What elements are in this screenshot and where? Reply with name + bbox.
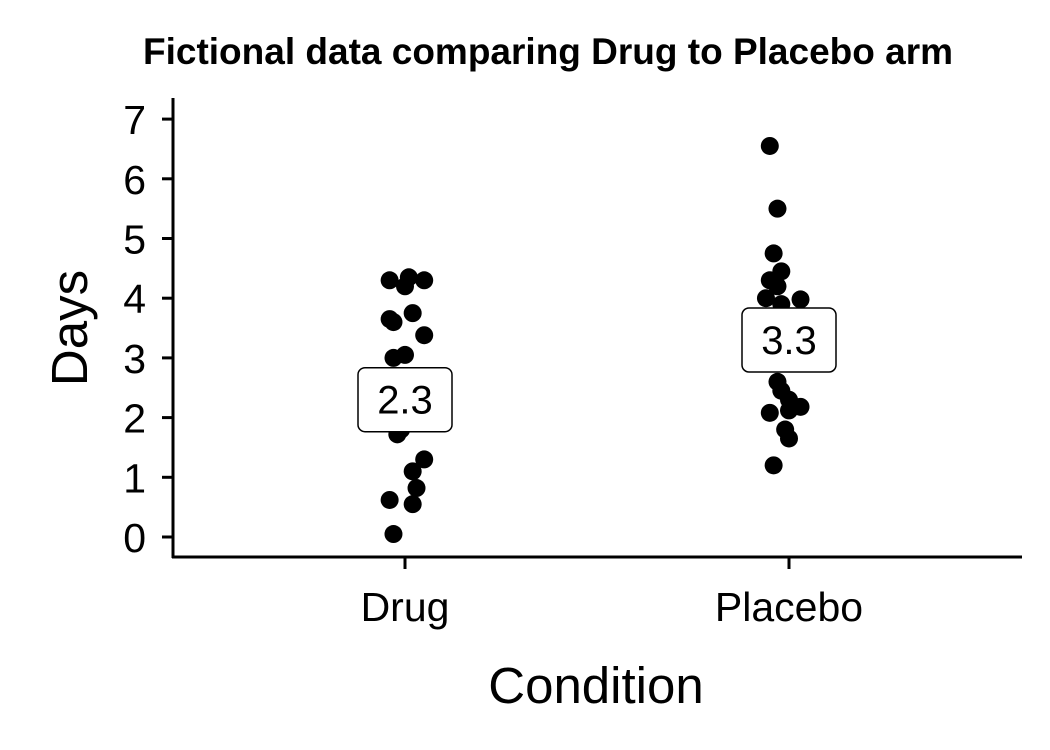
data-point <box>760 403 779 422</box>
y-tick-label: 4 <box>123 276 146 322</box>
data-point <box>407 479 426 498</box>
data-point <box>415 271 434 290</box>
y-tick-label: 6 <box>123 157 146 203</box>
y-axis-ticks: 0 1 2 3 4 5 6 7 <box>123 97 173 561</box>
y-tick-label: 5 <box>123 217 146 263</box>
x-axis-title: Condition <box>488 657 703 714</box>
data-point <box>780 429 798 448</box>
data-point <box>764 244 783 263</box>
data-point <box>780 401 798 420</box>
data-point <box>403 462 422 481</box>
data-point <box>415 326 434 345</box>
data-point <box>764 456 783 475</box>
data-point <box>380 490 399 509</box>
data-point <box>768 277 787 296</box>
data-point <box>768 199 787 218</box>
data-point <box>396 277 414 296</box>
data-point <box>396 345 414 364</box>
mean-label: 3.3 <box>761 319 817 363</box>
y-tick-label: 1 <box>123 455 146 501</box>
data-point <box>403 495 422 514</box>
y-tick-label: 2 <box>123 396 146 442</box>
mean-label: 2.3 <box>377 379 433 423</box>
data-point <box>384 313 403 332</box>
data-point <box>415 450 434 469</box>
plot-area: 2.3 3.3 <box>357 136 837 544</box>
y-axis-title: Days <box>41 270 98 386</box>
x-tick-label: Placebo <box>715 584 863 630</box>
data-point <box>791 290 810 309</box>
y-tick-label: 0 <box>123 515 146 561</box>
x-tick-label: Drug <box>361 584 450 630</box>
data-point <box>756 289 775 308</box>
data-point <box>403 304 422 323</box>
data-point <box>760 136 779 155</box>
y-tick-label: 7 <box>123 97 146 143</box>
data-point <box>380 271 399 290</box>
data-point <box>384 525 403 544</box>
y-tick-label: 3 <box>123 336 146 382</box>
x-axis-ticks: Drug Placebo <box>361 557 863 630</box>
mean-label-box <box>357 366 453 433</box>
chart-title: Fictional data comparing Drug to Placebo… <box>143 31 953 72</box>
mean-label-box <box>741 307 837 373</box>
